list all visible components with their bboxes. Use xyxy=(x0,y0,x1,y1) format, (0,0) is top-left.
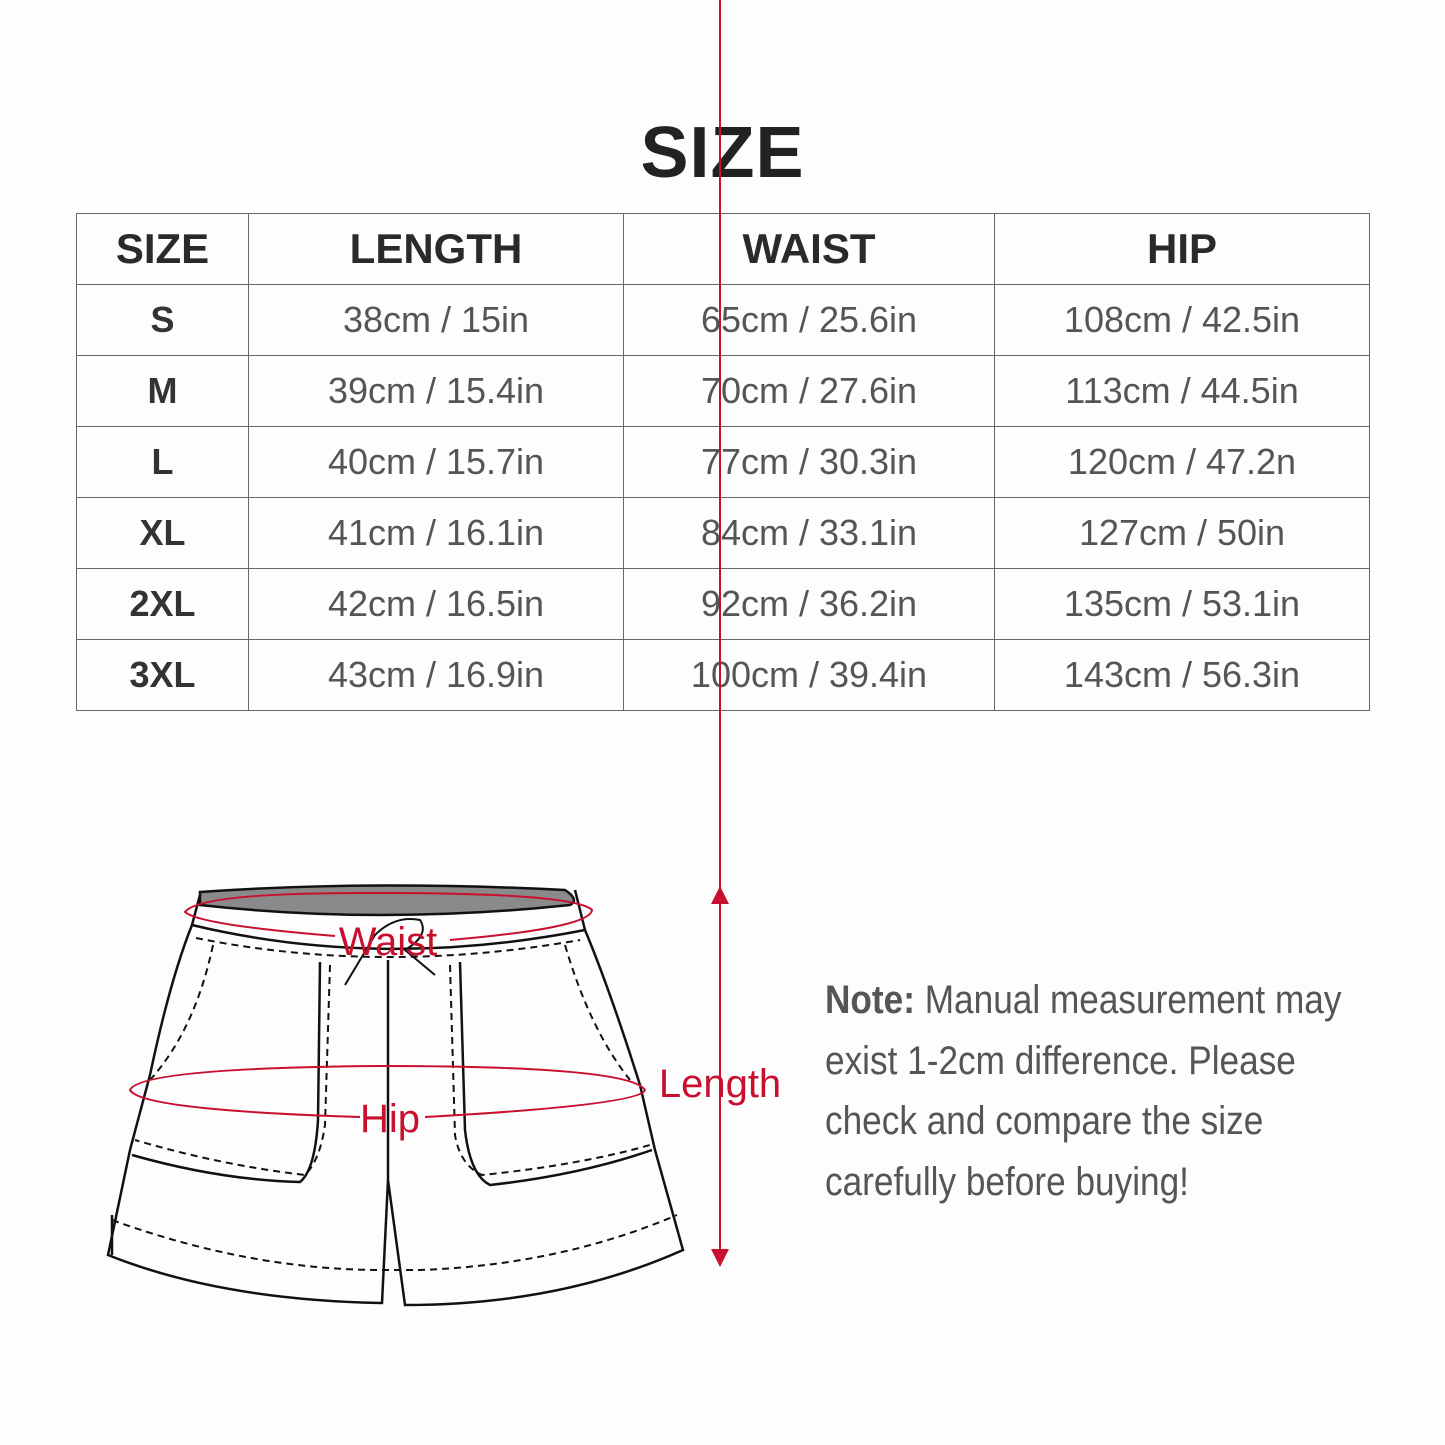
cell-waist: 70cm / 27.6in xyxy=(623,355,995,427)
cell-length: 42cm / 16.5in xyxy=(248,568,624,640)
size-table: SIZE LENGTH WAIST HIP S 38cm / 15in 65cm /… xyxy=(76,213,1370,711)
cell-length: 43cm / 16.9in xyxy=(248,639,624,711)
cell-hip: 127cm / 50in xyxy=(994,497,1370,569)
waist-label: Waist xyxy=(339,920,438,964)
cell-waist: 100cm / 39.4in xyxy=(623,639,995,711)
cell-length: 41cm / 16.1in xyxy=(248,497,624,569)
cell-size: 2XL xyxy=(76,568,249,640)
stitching xyxy=(111,937,678,1271)
table-row: XL 41cm / 16.1in 84cm / 33.1in 127cm / 50in xyxy=(76,497,1370,569)
cell-hip: 143cm / 56.3in xyxy=(994,639,1370,711)
table-row: S 38cm / 15in 65cm / 25.6in 108cm / 42.5in xyxy=(76,284,1370,356)
cell-length: 40cm / 15.7in xyxy=(248,426,624,498)
measure-lines xyxy=(128,0,721,1250)
header-size: SIZE xyxy=(76,213,249,285)
cell-waist: 65cm / 25.6in xyxy=(623,284,995,356)
arrow-up-icon xyxy=(711,886,729,904)
cell-size: S xyxy=(76,284,249,356)
table-row: M 39cm / 15.4in 70cm / 27.6in 113cm / 44.5i… xyxy=(76,355,1370,427)
note-label: Note: xyxy=(825,978,915,1022)
length-label: Length xyxy=(659,1062,781,1106)
hip-label: Hip xyxy=(360,1097,420,1141)
table-row: 2XL 42cm / 16.5in 92cm / 36.2in 135cm / 53.… xyxy=(76,568,1370,640)
table-row: 3XL 43cm / 16.9in 100cm / 39.4in 143cm / 56… xyxy=(76,639,1370,711)
cell-waist: 84cm / 33.1in xyxy=(623,497,995,569)
cell-length: 38cm / 15in xyxy=(248,284,624,356)
header-hip: HIP xyxy=(994,213,1370,285)
cell-hip: 120cm / 47.2n xyxy=(994,426,1370,498)
cell-hip: 113cm / 44.5in xyxy=(994,355,1370,427)
cell-hip: 135cm / 53.1in xyxy=(994,568,1370,640)
table-row: L 40cm / 15.7in 77cm / 30.3in 120cm / 47.2n xyxy=(76,426,1370,498)
arrow-down-icon xyxy=(711,1249,729,1267)
cell-hip: 108cm / 42.5in xyxy=(994,284,1370,356)
cell-length: 39cm / 15.4in xyxy=(248,355,624,427)
cell-waist: 77cm / 30.3in xyxy=(623,426,995,498)
page-title: SIZE xyxy=(640,113,805,193)
header-waist: WAIST xyxy=(623,213,995,285)
cell-waist: 92cm / 36.2in xyxy=(623,568,995,640)
shorts-outline xyxy=(106,884,685,1307)
cell-size: M xyxy=(76,355,249,427)
cell-size: 3XL xyxy=(76,639,249,711)
drawstring-icon xyxy=(344,918,436,986)
note-text: Note: Manual measurement may exist 1-2cm… xyxy=(825,970,1388,1212)
note-body: Manual measurement may exist 1-2cm diffe… xyxy=(825,978,1342,1204)
